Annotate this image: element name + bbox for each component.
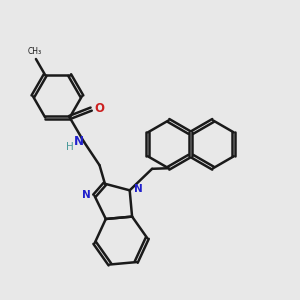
Text: N: N <box>74 135 84 148</box>
Text: H: H <box>66 142 74 152</box>
Text: CH₃: CH₃ <box>27 47 41 56</box>
Text: N: N <box>134 184 142 194</box>
Text: N: N <box>82 190 90 200</box>
Text: O: O <box>94 102 104 115</box>
